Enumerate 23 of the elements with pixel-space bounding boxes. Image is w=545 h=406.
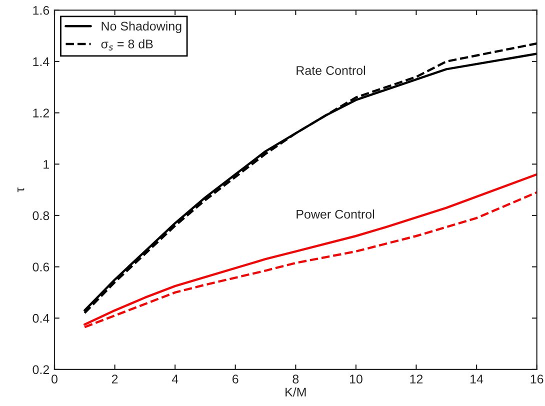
y-tick-label: 0.6 [32, 262, 50, 272]
x-tick-label: 2 [112, 374, 118, 384]
y-tick-label: 1 [44, 160, 50, 169]
annotation: Rate Control [296, 66, 365, 75]
x-tick-label: 6 [232, 374, 238, 384]
y-tick-label: 1.6 [33, 6, 50, 15]
y-tick-label: 0.4 [32, 314, 50, 323]
x-tick-label: 0 [52, 374, 58, 384]
y-tick-label: 0.8 [32, 211, 50, 220]
x-tick-label: 4 [172, 374, 178, 384]
legend-label: σ$_{s}$ = 8 dB [101, 39, 153, 50]
y-tick-label: 1.2 [33, 108, 50, 118]
legend-label: No Shadowing [102, 21, 182, 34]
y-tick-label: 1.4 [33, 57, 50, 66]
x-tick-label: 8 [292, 374, 299, 384]
y-axis-title: τ [18, 187, 24, 192]
annotation: Power Control [296, 209, 374, 219]
y-tick-label: 0.2 [32, 365, 50, 374]
x-tick-label: 16 [530, 374, 544, 384]
x-tick-label: 10 [350, 374, 362, 384]
x-tick-label: 14 [470, 374, 484, 384]
x-tick-label: 12 [410, 374, 423, 384]
x-axis-title: K/M [286, 387, 306, 397]
